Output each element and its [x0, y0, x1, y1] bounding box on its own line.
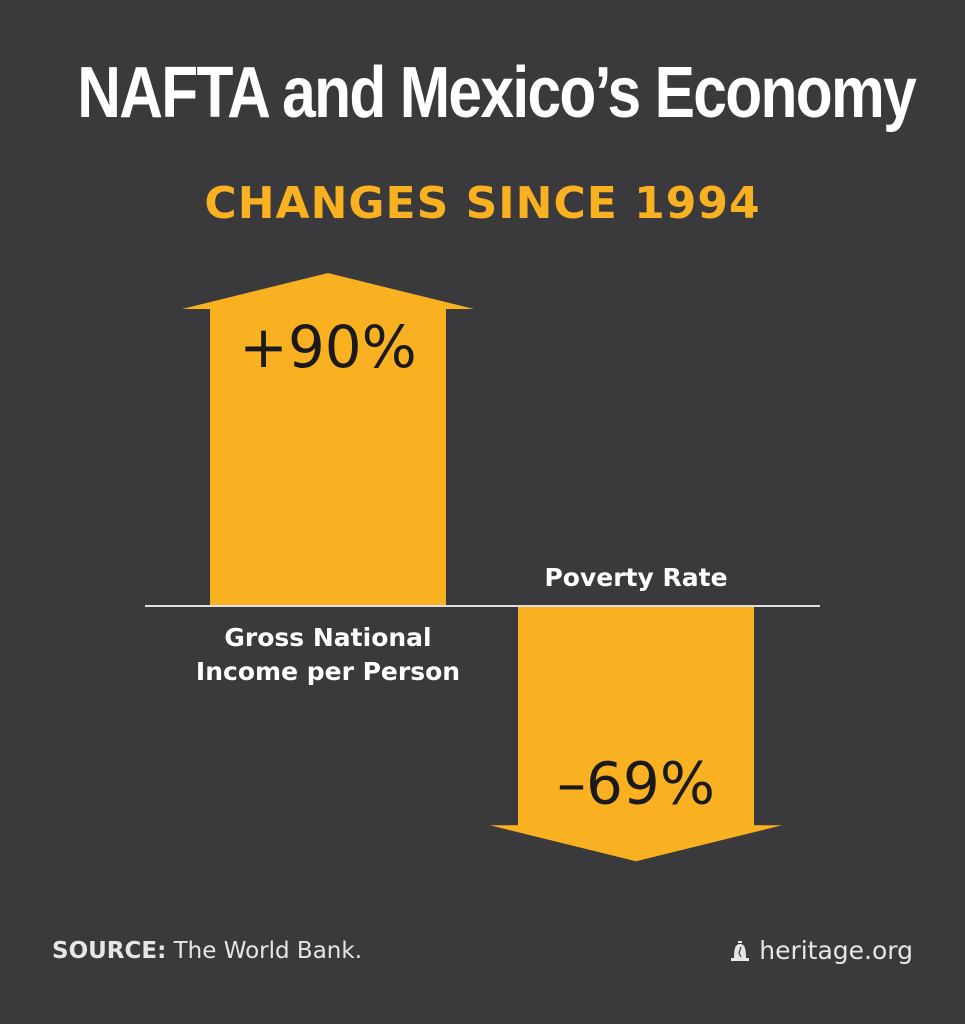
brand-text: heritage.org [759, 936, 913, 965]
source-note: SOURCE: The World Bank. [52, 938, 362, 964]
bar-arrow-1 [182, 273, 474, 606]
chart-subtitle: CHANGES SINCE 1994 [204, 178, 761, 229]
bar-arrow-2 [490, 606, 782, 862]
source-text: The World Bank. [173, 938, 363, 964]
value-label-1: +90% [239, 313, 417, 381]
category-label-1-line-2: Income per Person [196, 657, 460, 686]
value-label-2: –69% [557, 749, 715, 817]
brand-link[interactable]: heritage.org [729, 936, 913, 965]
source-label: SOURCE: [52, 938, 167, 964]
category-label-2-line-1: Poverty Rate [544, 563, 727, 592]
chart-title: NAFTA and Mexico’s Economy [77, 53, 917, 133]
category-label-1-line-1: Gross National [224, 623, 431, 652]
liberty-bell-icon [731, 940, 750, 961]
